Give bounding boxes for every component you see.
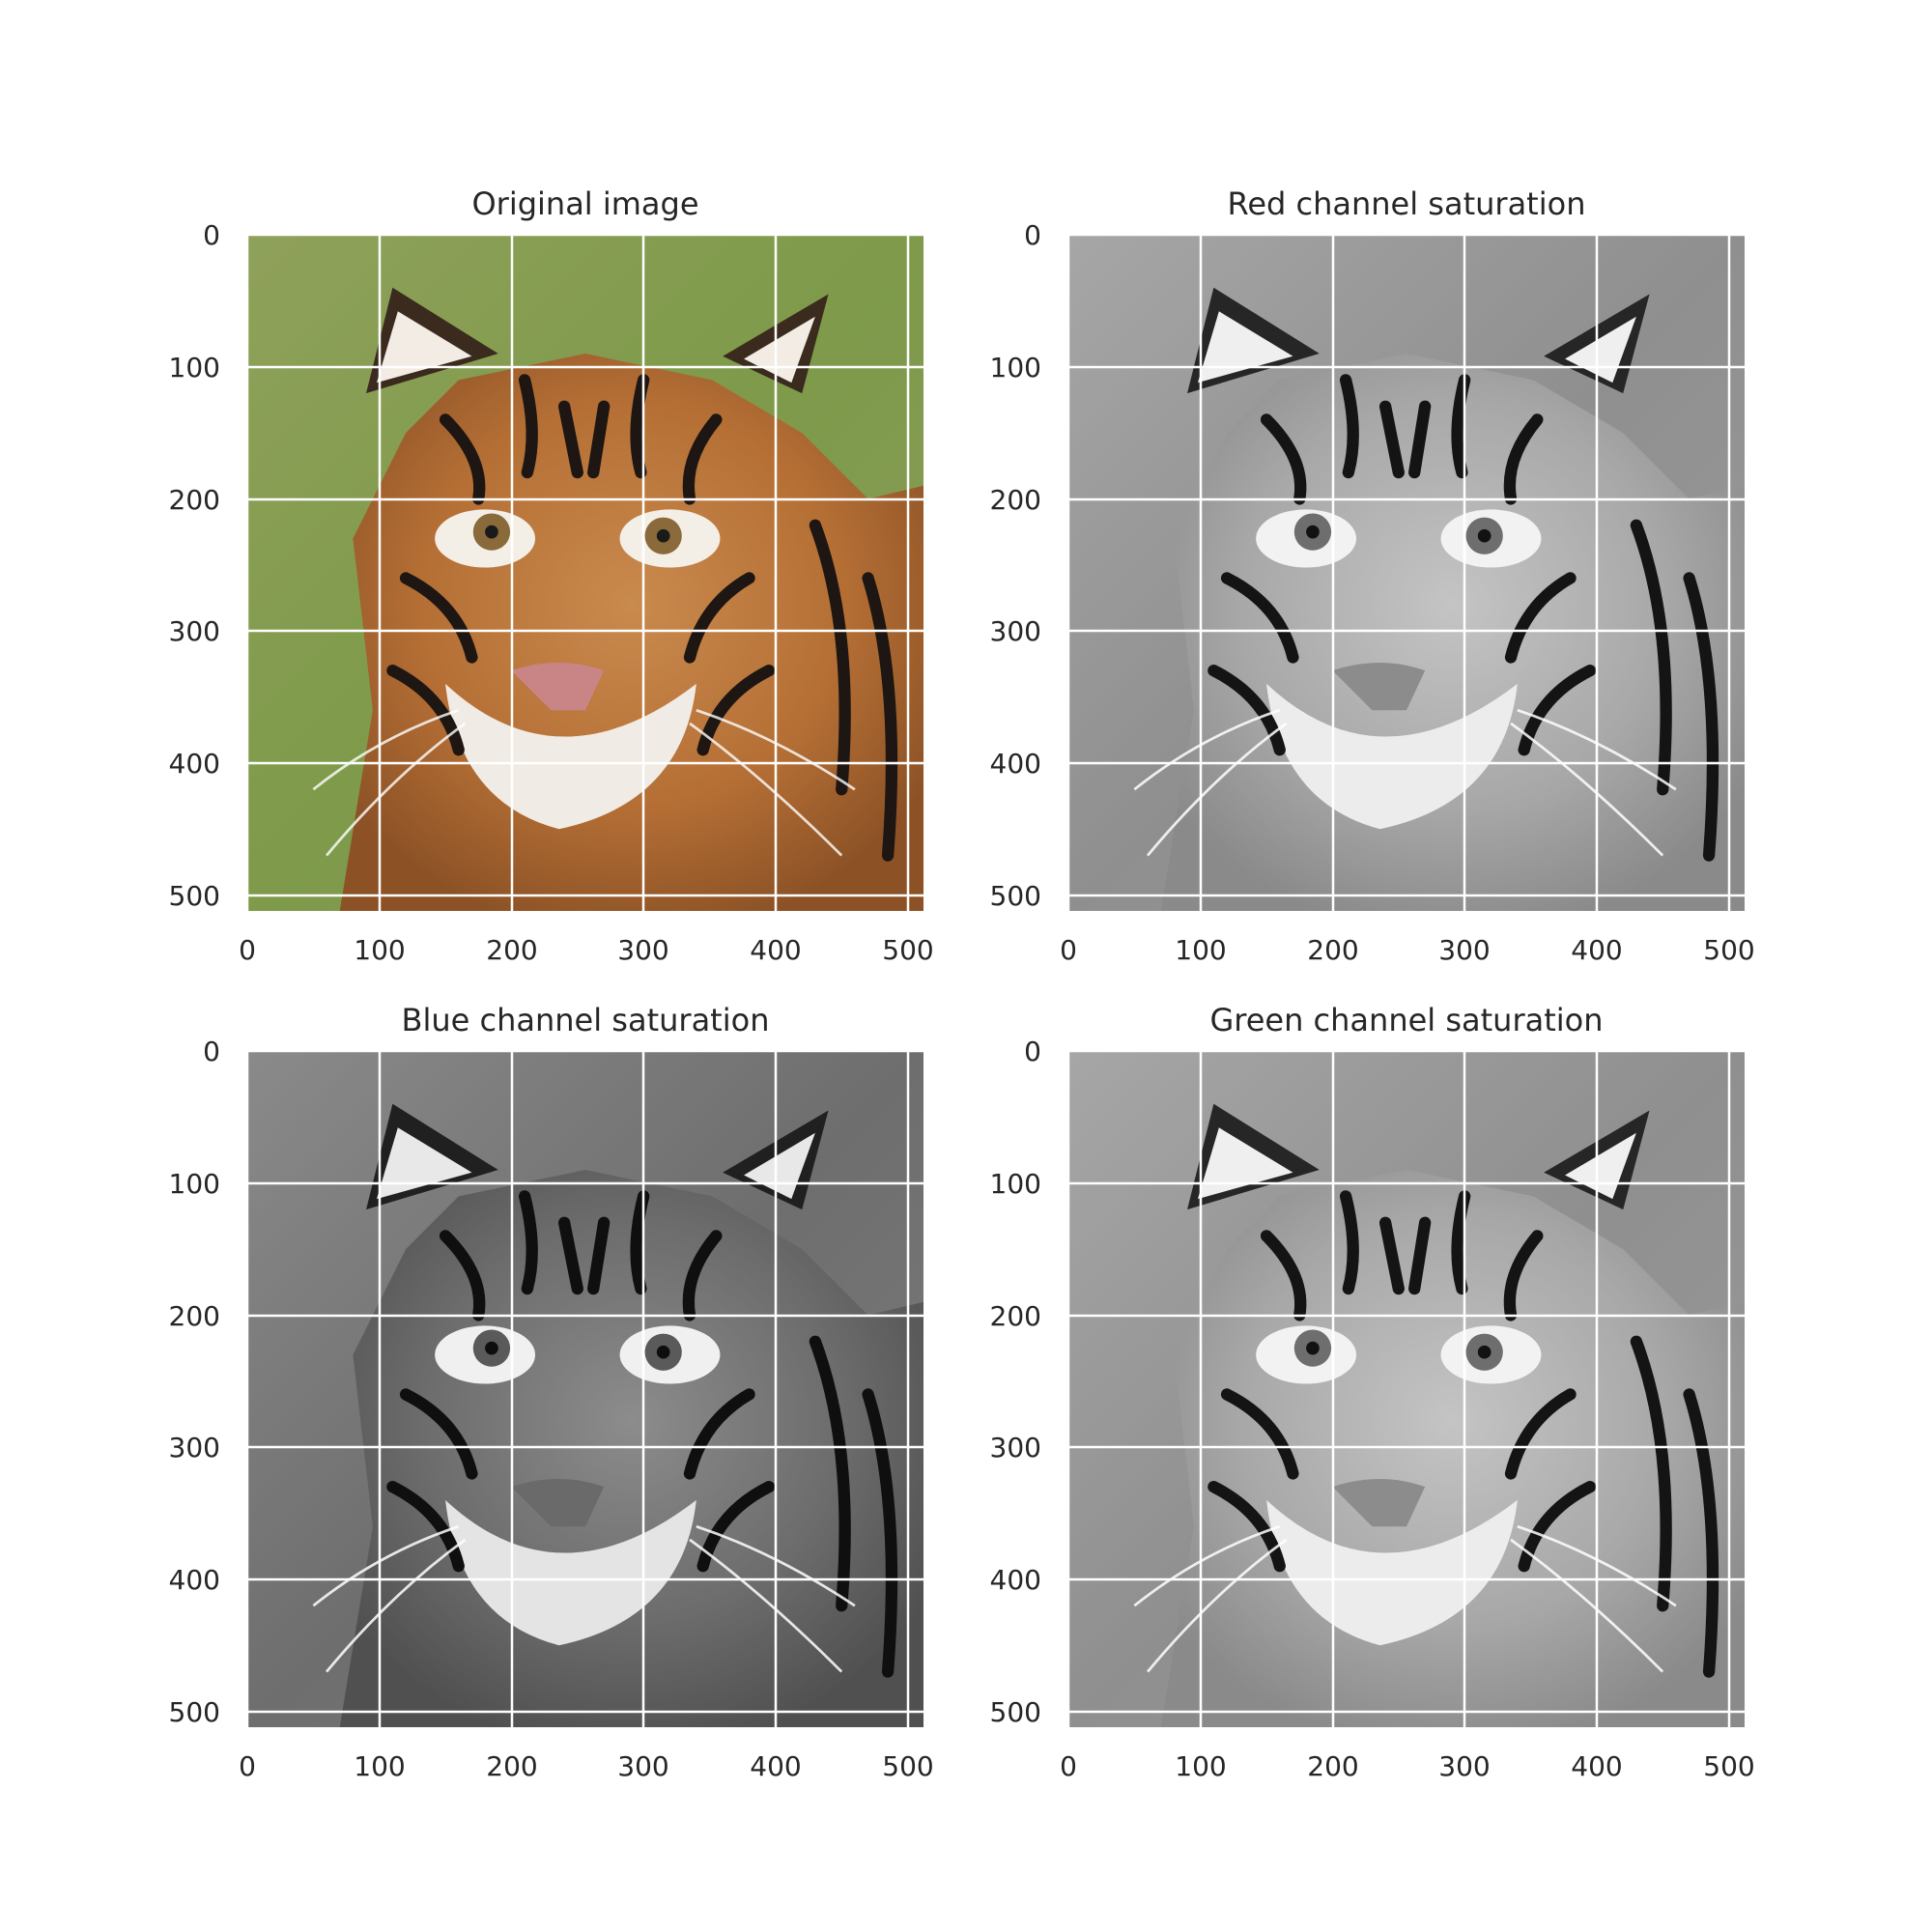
tiger-image <box>247 1051 923 1727</box>
x-tick-label: 500 <box>1703 1750 1754 1782</box>
x-tick-label: 0 <box>1060 934 1077 966</box>
panel-red-channel: Red channel saturation 0 100 200 300 400… <box>990 185 1755 966</box>
x-tick-label: 200 <box>1307 1750 1358 1782</box>
panel-title: Green channel saturation <box>1209 1002 1603 1038</box>
panel-title: Red channel saturation <box>1228 185 1586 222</box>
x-tick-label: 500 <box>882 1750 933 1782</box>
y-tick-label: 500 <box>990 1696 1041 1728</box>
tiger-image <box>1068 1051 1745 1727</box>
y-tick-label: 100 <box>169 1168 220 1200</box>
image-grid <box>1066 233 1745 911</box>
x-tick-label: 400 <box>750 934 801 966</box>
y-tick-label: 200 <box>169 1300 220 1332</box>
x-tick-label: 400 <box>1571 1750 1622 1782</box>
x-tick-label: 100 <box>354 934 405 966</box>
y-tick-label: 200 <box>990 1300 1041 1332</box>
x-tick-label: 100 <box>354 1750 405 1782</box>
x-tick-label: 100 <box>1175 934 1226 966</box>
panel-title: Original image <box>471 185 698 222</box>
y-tick-labels: 0 100 200 300 400 500 <box>990 1036 1041 1728</box>
x-tick-labels: 0 100 200 300 400 500 <box>1060 934 1755 966</box>
tiger-image <box>1068 235 1745 911</box>
x-tick-label: 400 <box>750 1750 801 1782</box>
y-tick-label: 500 <box>169 1696 220 1728</box>
y-tick-label: 0 <box>1024 219 1041 251</box>
y-tick-labels: 0 100 200 300 400 500 <box>169 219 220 912</box>
y-tick-label: 200 <box>990 484 1041 516</box>
x-tick-labels: 0 100 200 300 400 500 <box>1060 1750 1755 1782</box>
y-tick-labels: 0 100 200 300 400 500 <box>990 219 1041 912</box>
x-tick-label: 200 <box>486 934 537 966</box>
y-tick-label: 300 <box>169 615 220 647</box>
x-tick-label: 100 <box>1175 1750 1226 1782</box>
y-tick-label: 200 <box>169 484 220 516</box>
y-tick-label: 0 <box>1024 1036 1041 1067</box>
x-tick-label: 500 <box>1703 934 1754 966</box>
x-tick-label: 200 <box>1307 934 1358 966</box>
x-tick-labels: 0 100 200 300 400 500 <box>239 1750 934 1782</box>
x-tick-label: 400 <box>1571 934 1622 966</box>
panel-title: Blue channel saturation <box>402 1002 770 1038</box>
y-tick-label: 400 <box>990 748 1041 780</box>
y-tick-label: 100 <box>990 1168 1041 1200</box>
image-grid <box>245 233 923 911</box>
x-tick-label: 300 <box>617 1750 668 1782</box>
x-tick-labels: 0 100 200 300 400 500 <box>239 934 934 966</box>
y-tick-label: 400 <box>169 748 220 780</box>
y-tick-label: 400 <box>169 1564 220 1596</box>
x-tick-label: 0 <box>1060 1750 1077 1782</box>
x-tick-label: 200 <box>486 1750 537 1782</box>
panel-original: Original image 0 100 200 300 400 500 <box>169 185 934 966</box>
y-tick-label: 0 <box>203 1036 220 1067</box>
x-tick-label: 300 <box>617 934 668 966</box>
y-tick-label: 500 <box>990 880 1041 912</box>
x-tick-label: 300 <box>1438 934 1490 966</box>
image-grid <box>1066 1049 1745 1727</box>
y-tick-label: 300 <box>990 615 1041 647</box>
x-tick-label: 500 <box>882 934 933 966</box>
image-grid <box>245 1049 923 1727</box>
x-tick-label: 0 <box>239 934 256 966</box>
y-tick-label: 100 <box>990 352 1041 384</box>
panel-green-channel: Green channel saturation 0 100 200 300 4… <box>990 1002 1755 1782</box>
y-tick-label: 500 <box>169 880 220 912</box>
y-tick-label: 300 <box>990 1432 1041 1463</box>
tiger-image <box>247 235 923 911</box>
panel-blue-channel: Blue channel saturation 0 100 200 300 40… <box>169 1002 934 1782</box>
y-tick-label: 100 <box>169 352 220 384</box>
y-tick-label: 300 <box>169 1432 220 1463</box>
y-tick-labels: 0 100 200 300 400 500 <box>169 1036 220 1728</box>
x-tick-label: 0 <box>239 1750 256 1782</box>
y-tick-label: 400 <box>990 1564 1041 1596</box>
x-tick-label: 300 <box>1438 1750 1490 1782</box>
y-tick-label: 0 <box>203 219 220 251</box>
